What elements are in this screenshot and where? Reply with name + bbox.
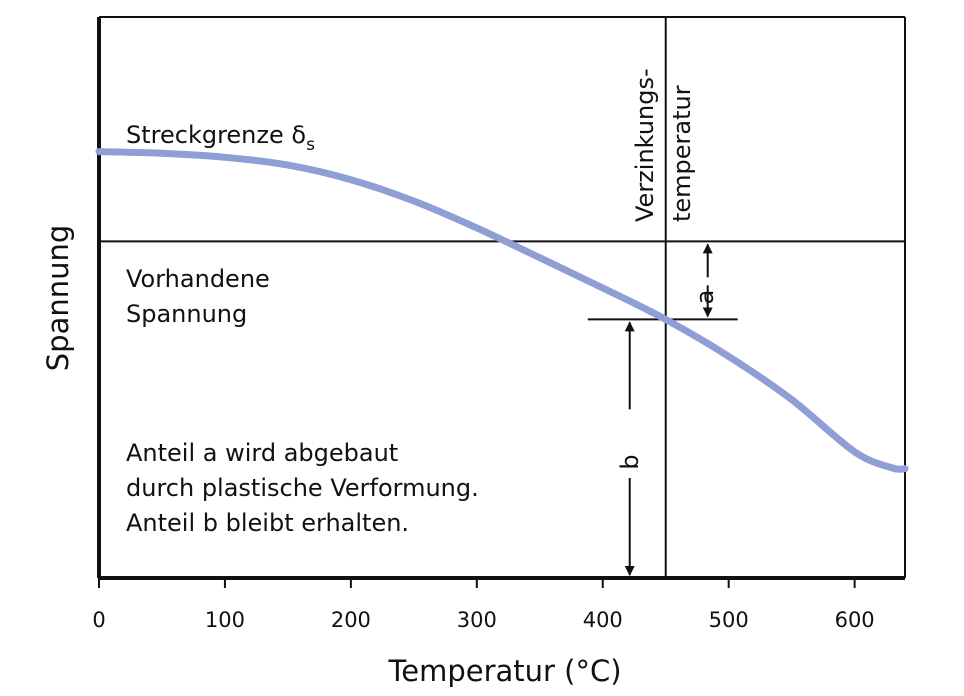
x-tick-label: 200	[331, 608, 371, 632]
note-line3: Anteil b bleibt erhalten.	[126, 509, 409, 537]
existing-stress-label-line1: Vorhandene	[126, 265, 270, 293]
x-tick-label: 600	[835, 608, 875, 632]
label-b: b	[616, 454, 644, 469]
label-a: a	[691, 290, 719, 305]
x-tick-label: 100	[205, 608, 245, 632]
x-ticks: 0 100 200 300 400 500 600	[92, 578, 875, 632]
yield-strength-subscript: s	[306, 135, 315, 155]
x-tick-label: 500	[709, 608, 749, 632]
x-tick-label: 0	[92, 608, 105, 632]
existing-stress-label-line2: Spannung	[126, 300, 247, 328]
note-line2: durch plastische Verformung.	[126, 474, 479, 502]
galvanizing-temperature-label-line1: Verzinkungs-	[631, 68, 659, 222]
note-line1: Anteil a wird abgebaut	[126, 439, 398, 467]
x-tick-label: 300	[457, 608, 497, 632]
galvanizing-temperature-label-line2: temperatur	[668, 85, 696, 222]
x-axis-title: Temperatur (°C)	[387, 654, 621, 688]
x-tick-label: 400	[583, 608, 623, 632]
yield-strength-label: Streckgrenze δs	[126, 121, 315, 155]
y-axis-title: Spannung	[41, 225, 75, 372]
yield-strength-curve	[95, 148, 909, 473]
